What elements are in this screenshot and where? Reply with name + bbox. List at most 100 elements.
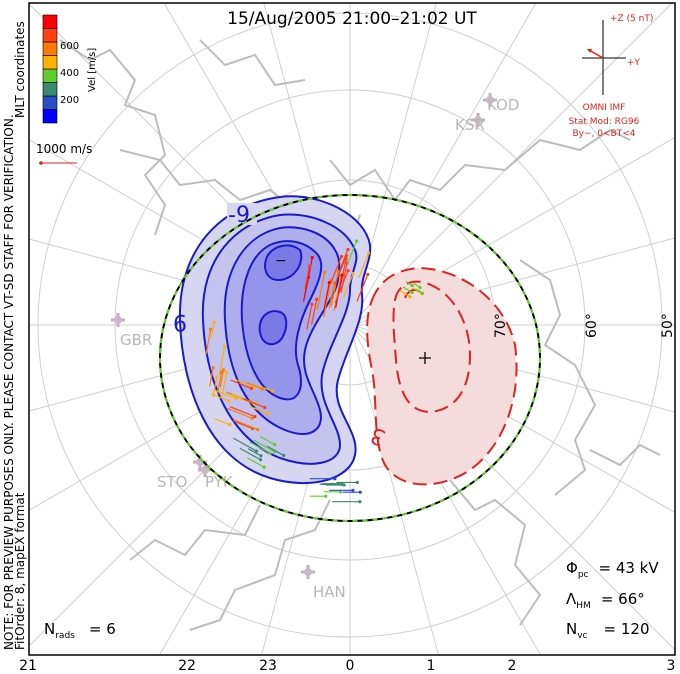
colorbar-swatch (42, 41, 58, 56)
vector-origin (323, 270, 327, 275)
vector-origin (338, 490, 343, 494)
velocity-vector (335, 274, 343, 308)
velocity-vector (346, 240, 358, 265)
vector-origin (408, 295, 412, 299)
imf-z-axis-label: +Z (5 nT) (610, 14, 653, 24)
vector-origin (282, 453, 286, 458)
vector-origin (410, 283, 414, 288)
vector-origin (358, 490, 362, 494)
vector-origin (366, 272, 370, 277)
reference-vector-label: 1000 m/s (36, 142, 92, 156)
vector-origin (420, 291, 425, 295)
velocity-vector (233, 419, 258, 431)
velocity-vector (339, 249, 349, 270)
vector-origin (339, 254, 344, 259)
colorbar-swatch (42, 82, 58, 97)
svg-text:−: − (275, 253, 287, 269)
station-label: PYK (205, 473, 234, 491)
vector-origin (344, 254, 349, 258)
hm-boundary-latitude: = 66° (601, 590, 645, 608)
vector-origin (258, 458, 263, 462)
colorbar-tick: 200 (60, 95, 79, 106)
colorbar-swatch (42, 95, 58, 110)
vector-origin (355, 480, 359, 485)
svg-text:Φpc= 43 kV: Φpc = 43 kV (566, 559, 659, 580)
velocity-vector (233, 420, 253, 430)
velocity-vector (239, 447, 261, 461)
radar-count: = 6 (89, 620, 116, 638)
velocity-vector (334, 270, 349, 303)
phi-sub: pc (578, 570, 589, 580)
velocity-vector (216, 372, 222, 395)
mlt-label: 23 (259, 658, 277, 674)
positive-potential-cell: 3 (366, 266, 518, 486)
velocity-vector (330, 271, 339, 307)
velocity-vector (230, 379, 252, 389)
station-label: STO (157, 473, 188, 491)
imf-y-axis-label: +Y (627, 58, 641, 68)
vector-origin (259, 454, 263, 458)
vector-origin (324, 494, 328, 498)
mlt-label: 21 (19, 658, 37, 674)
preview-note: NOTE: FOR PREVIEW PURPOSES ONLY. PLEASE … (2, 114, 16, 650)
mlt-label: 3 (667, 658, 676, 674)
vector-origin (223, 344, 227, 349)
vector-origin (270, 389, 275, 393)
velocity-vector (210, 322, 215, 339)
velocity-vector (212, 377, 218, 398)
colorbar-swatch (42, 55, 58, 70)
negative-potential-cell: − -9 9 (173, 195, 372, 485)
velocity-vector (329, 256, 342, 284)
mlt-axis: 21 22 23 0 1 2 3 (19, 658, 675, 674)
lambda-sub: HM (576, 601, 591, 611)
colorbar-swatch (42, 68, 58, 83)
coastlines (59, 39, 661, 631)
velocity-vector (205, 329, 212, 354)
vector-origin (219, 370, 224, 374)
velocity-vector (249, 441, 271, 454)
colorbar-swatch (42, 28, 58, 43)
vector-origin (266, 412, 270, 416)
vector-origin (351, 488, 355, 492)
velocity-vector (242, 398, 265, 409)
vector-count: = 120 (604, 620, 650, 638)
vector-origin (268, 451, 272, 455)
vector-origin (410, 290, 414, 295)
velocity-vector (304, 266, 311, 289)
vector-origin (315, 297, 319, 301)
vector-origin (263, 405, 267, 410)
vector-origin (260, 387, 265, 391)
plot-frame (28, 2, 676, 656)
velocity-vector (218, 346, 226, 376)
mlt-label: 1 (427, 658, 436, 674)
imf-source: OMNI IMF (583, 103, 626, 113)
mlt-meridian (349, 324, 439, 655)
contour-label: -9 (228, 203, 250, 228)
station-label: KOD (487, 96, 519, 114)
vector-origin (228, 423, 232, 427)
fit-statistics: Φpc = 43 kV ΛHM = 66° Nvc = 120 Nrads = 6 (44, 559, 659, 641)
colorbar-tick: 400 (60, 68, 79, 79)
velocity-vectors (205, 239, 425, 504)
mlt-label: 22 (178, 658, 196, 674)
velocity-vector (229, 406, 256, 418)
vector-origin (211, 365, 215, 370)
station-label: GBR (120, 331, 152, 349)
velocity-vector (334, 255, 348, 285)
vector-origin (227, 399, 231, 403)
velocity-vector (328, 282, 335, 309)
velocity-vector (323, 282, 330, 309)
vector-origin (351, 271, 355, 276)
velocity-vector (226, 407, 253, 419)
nvc-sub: vc (577, 631, 587, 641)
velocity-vector (214, 418, 230, 426)
mlt-meridian (349, 3, 537, 326)
vector-origin (250, 416, 254, 420)
velocity-vector (246, 382, 263, 390)
phi-symbol: Φ (566, 559, 578, 577)
colorbar-swatch (42, 14, 58, 29)
velocity-vector (258, 384, 273, 392)
colorbar-tick: 600 (60, 41, 79, 52)
